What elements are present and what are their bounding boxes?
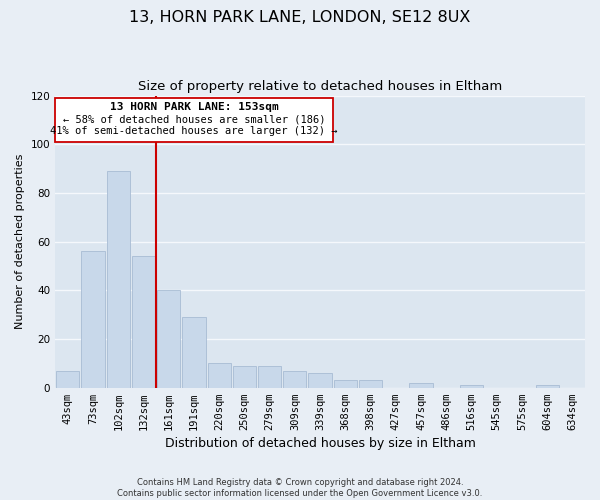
Bar — [536, 386, 559, 388]
X-axis label: Distribution of detached houses by size in Eltham: Distribution of detached houses by size … — [164, 437, 476, 450]
Bar — [107, 171, 130, 388]
Text: Contains HM Land Registry data © Crown copyright and database right 2024.
Contai: Contains HM Land Registry data © Crown c… — [118, 478, 482, 498]
Bar — [233, 366, 256, 388]
Text: 13 HORN PARK LANE: 153sqm: 13 HORN PARK LANE: 153sqm — [110, 102, 278, 112]
Bar — [56, 370, 79, 388]
Bar — [208, 364, 231, 388]
Bar — [283, 370, 307, 388]
Y-axis label: Number of detached properties: Number of detached properties — [15, 154, 25, 330]
Text: 13, HORN PARK LANE, LONDON, SE12 8UX: 13, HORN PARK LANE, LONDON, SE12 8UX — [130, 10, 470, 25]
Bar — [409, 383, 433, 388]
Text: 41% of semi-detached houses are larger (132) →: 41% of semi-detached houses are larger (… — [50, 126, 338, 136]
Bar — [460, 386, 483, 388]
Bar — [182, 317, 206, 388]
FancyBboxPatch shape — [55, 98, 332, 142]
Bar — [359, 380, 382, 388]
Bar — [157, 290, 181, 388]
Bar — [82, 252, 104, 388]
Bar — [258, 366, 281, 388]
Bar — [334, 380, 357, 388]
Bar — [132, 256, 155, 388]
Bar — [308, 373, 332, 388]
Title: Size of property relative to detached houses in Eltham: Size of property relative to detached ho… — [138, 80, 502, 93]
Text: ← 58% of detached houses are smaller (186): ← 58% of detached houses are smaller (18… — [62, 114, 325, 124]
